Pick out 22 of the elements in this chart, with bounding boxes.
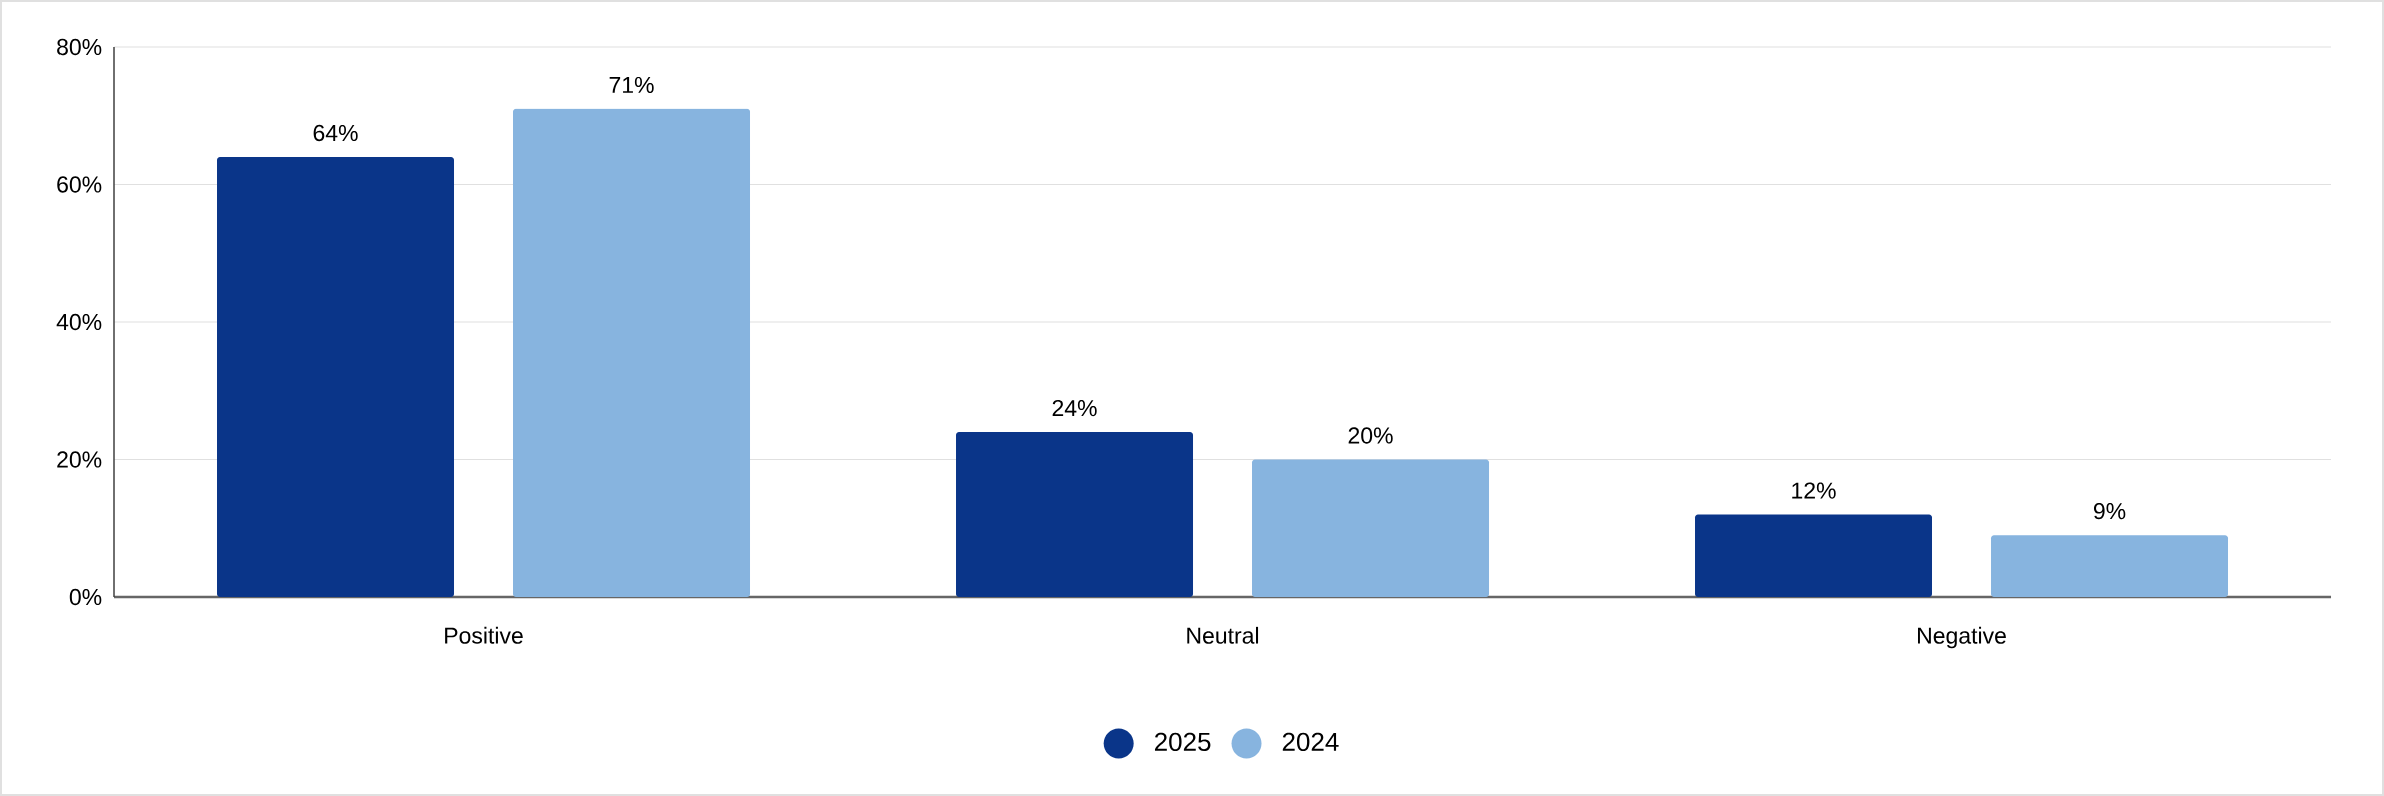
legend-label: 2025 [1154,732,1211,752]
x-tick-label: Neutral [1187,626,1259,644]
y-tick-label: 0% [69,588,102,606]
bar [1252,459,1490,597]
y-tick-label: 60% [57,176,102,193]
x-tick-label: Positive [445,626,523,644]
x-tick-label: Negative [1918,626,2006,649]
data-label: 9% [2093,502,2126,520]
bar [1695,514,1933,597]
y-tick-label: 40% [56,313,102,331]
y-tick-label: 20% [57,451,102,468]
bar [1991,535,2229,597]
bar [956,432,1194,597]
data-label: 24% [1052,399,1097,417]
legend-label: 2024 [1282,732,1339,752]
data-label: 64% [313,124,358,142]
bar [217,157,455,597]
data-label: 71% [609,76,654,94]
y-tick-label: 80% [57,38,102,56]
bar [513,108,751,597]
data-label: 20% [1348,427,1393,444]
data-label: 12% [1792,482,1836,499]
